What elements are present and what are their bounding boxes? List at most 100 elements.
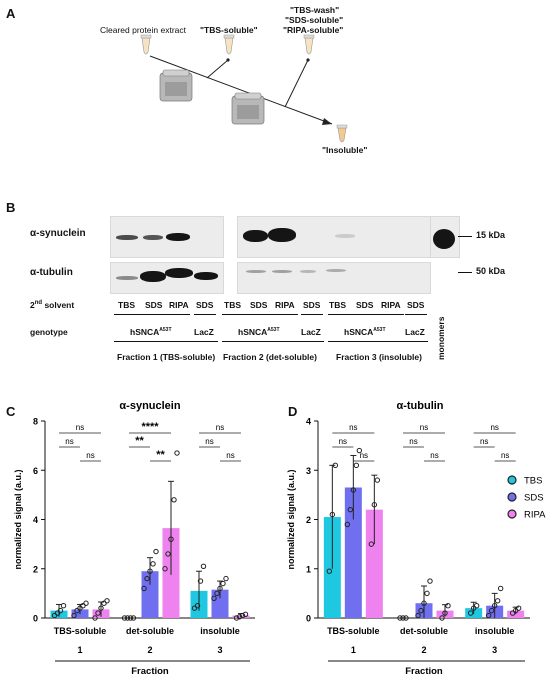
- wash-label-3: "RIPA-soluble": [283, 25, 344, 35]
- legend-marker-sds: [507, 492, 517, 502]
- solvent-f2-sds: SDS: [250, 300, 268, 310]
- significance-label: ns: [360, 451, 368, 460]
- y-tick-label: 8: [33, 417, 38, 427]
- genotype-f2-control: LacZ: [301, 327, 321, 337]
- significance-label: ns: [339, 437, 347, 446]
- genotype-f2-label: hSNCAA53T: [238, 327, 280, 337]
- significance-label: **: [156, 449, 165, 461]
- bar-sds: [344, 487, 362, 618]
- significance-label: ns: [65, 437, 73, 446]
- significance-label: ns: [409, 437, 417, 446]
- fraction-f3-line: [328, 341, 428, 342]
- tube-icon-tbs: [223, 34, 235, 55]
- band-syn-f1-ripa: [166, 233, 190, 241]
- data-point: [171, 497, 177, 503]
- significance-label: ns: [430, 451, 438, 460]
- wash-label-1: "TBS-wash": [290, 5, 340, 15]
- y-tick-label: 4: [306, 417, 311, 427]
- band-tub-f1-ripa: [165, 268, 193, 278]
- data-point: [83, 600, 89, 606]
- x-category-label: TBS-soluble: [54, 626, 107, 636]
- row-label-synuclein: α-synuclein: [30, 228, 86, 239]
- bar-ripa: [507, 610, 525, 618]
- legend-label-sds: SDS: [524, 493, 544, 504]
- data-point: [200, 563, 207, 569]
- band-tub-f3-tbs: [326, 269, 346, 272]
- data-point: [121, 615, 128, 621]
- data-point: [403, 615, 409, 621]
- data-point: [162, 566, 168, 572]
- data-point: [515, 605, 522, 611]
- significance-label: ns: [349, 423, 357, 432]
- y-tick-label: 0: [33, 614, 38, 624]
- data-point: [494, 598, 501, 604]
- panel-c-letter: C: [6, 404, 16, 419]
- fraction-f1-line: [114, 341, 218, 342]
- band-syn-f2-sds: [243, 230, 268, 242]
- solvent-f2-sds-lacz: SDS: [303, 300, 321, 310]
- data-point: [239, 612, 246, 619]
- legend-marker-tbs: [507, 475, 517, 485]
- solvent-f3-sds-lacz: SDS: [407, 300, 425, 310]
- tube-icon-insoluble: [336, 124, 348, 143]
- fraction-f1-label: Fraction 1 (TBS-soluble): [117, 352, 216, 362]
- genotype-f3-line: [328, 314, 404, 315]
- genotype-f2-line: [222, 314, 298, 315]
- significance-label: ns: [501, 451, 509, 460]
- monomers-label: monomers: [436, 316, 446, 360]
- genotype-f3-label: hSNCAA53T: [344, 327, 386, 337]
- band-syn-f1-tbs: [116, 235, 138, 240]
- y-axis-label: normalized signal (a.u.): [286, 469, 296, 569]
- data-point: [150, 561, 156, 567]
- solvent-row-label: 2nd solvent: [30, 300, 75, 310]
- solvent-f1-tbs: TBS: [118, 300, 135, 310]
- centrifuge-icon-2: [231, 92, 265, 125]
- data-point: [233, 615, 240, 621]
- data-point: [174, 450, 180, 456]
- data-point: [124, 615, 131, 621]
- x-category-number: 2: [421, 645, 426, 655]
- data-point: [356, 447, 363, 454]
- data-point: [415, 612, 421, 619]
- band-syn-monomers: [433, 229, 455, 249]
- significance-label: ****: [141, 421, 159, 433]
- data-point: [217, 585, 223, 592]
- significance-label: **: [135, 435, 144, 447]
- x-category-label: insoluble: [200, 626, 240, 636]
- data-point: [168, 536, 174, 542]
- chart-title: α-synuclein: [119, 400, 180, 412]
- data-point: [418, 607, 424, 614]
- solvent-f1-sds: SDS: [145, 300, 163, 310]
- data-point: [371, 502, 378, 508]
- y-tick-label: 2: [33, 564, 38, 574]
- band-tub-f1-tbs: [116, 276, 138, 280]
- data-point: [57, 607, 64, 614]
- data-point: [424, 590, 430, 597]
- fractionation-arrow-head: [322, 118, 332, 125]
- legend-marker-ripa: [507, 509, 517, 519]
- branch-dot-wash: [306, 58, 310, 62]
- panel-b-letter: B: [6, 200, 16, 215]
- data-point: [141, 585, 147, 592]
- y-tick-label: 6: [33, 466, 38, 476]
- genotype-f1-lacz-line: [194, 314, 216, 315]
- data-point: [332, 462, 339, 469]
- x-axis-label: Fraction: [405, 666, 443, 674]
- x-axis-label: Fraction: [131, 666, 169, 674]
- branch-line-wash: [284, 59, 309, 108]
- data-point: [194, 602, 201, 609]
- significance-label: ns: [76, 423, 84, 432]
- data-point: [473, 602, 480, 609]
- data-point: [104, 598, 110, 604]
- data-point: [165, 551, 171, 557]
- centrifuge-icon-1: [159, 69, 193, 102]
- data-point: [350, 487, 357, 493]
- fraction-f3-label: Fraction 3 (insoluble): [336, 352, 422, 362]
- x-category-number: 3: [492, 645, 497, 655]
- band-syn-f2-ripa: [268, 228, 296, 242]
- y-tick-label: 3: [306, 466, 311, 476]
- tbs-soluble-label: "TBS-soluble": [200, 25, 258, 35]
- x-category-number: 3: [217, 645, 222, 655]
- data-point: [374, 477, 381, 483]
- solvent-f2-ripa: RIPA: [275, 300, 295, 310]
